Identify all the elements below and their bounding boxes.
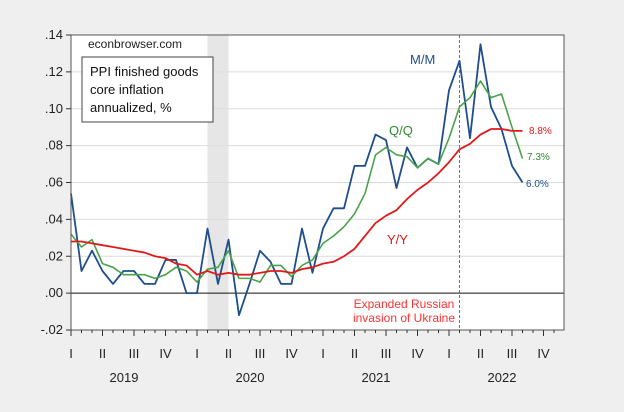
y-tick-label: .00 xyxy=(45,285,63,300)
x-year-label: 2022 xyxy=(488,370,517,385)
y-tick-label: .06 xyxy=(45,175,63,190)
x-tick-label: I xyxy=(69,346,73,361)
x-tick-label: IV xyxy=(159,346,172,361)
y-tick-label: .04 xyxy=(45,211,63,226)
y-tick-label: .02 xyxy=(45,248,63,263)
series-line-mm xyxy=(70,43,524,317)
x-tick-label: I xyxy=(447,346,451,361)
y-tick-label: -.02 xyxy=(41,322,63,337)
x-tick-label: II xyxy=(477,346,484,361)
series-line-yy xyxy=(71,128,523,276)
x-tick-label: II xyxy=(225,346,232,361)
event-label-1: Expanded Russian xyxy=(354,297,455,311)
x-tick-label: I xyxy=(195,346,199,361)
event-label-2: invasion of Ukraine xyxy=(353,311,455,325)
x-tick-label: I xyxy=(321,346,325,361)
end-label-yy: 8.8% xyxy=(529,126,552,137)
x-year-label: 2021 xyxy=(362,370,391,385)
end-label-qq: 7.3% xyxy=(527,152,550,163)
title-line-2: core inflation xyxy=(90,82,164,97)
x-tick-label: IV xyxy=(411,346,424,361)
series-label-qq: Q/Q xyxy=(389,123,413,138)
x-tick-label: III xyxy=(507,346,518,361)
y-tick-label: .12 xyxy=(45,64,63,79)
x-tick-label: II xyxy=(99,346,106,361)
x-year-label: 2019 xyxy=(110,370,139,385)
title-line-1: PPI finished goods xyxy=(90,64,199,79)
x-tick-label: IV xyxy=(285,346,298,361)
title-line-3: annualized, % xyxy=(90,100,172,115)
title-box xyxy=(81,56,214,123)
x-tick-label: III xyxy=(381,346,392,361)
watermark: econbrowser.com xyxy=(88,37,182,51)
series-label-yy: Y/Y xyxy=(387,232,408,247)
x-tick-label: IV xyxy=(537,346,550,361)
series-label-mm: M/M xyxy=(410,52,435,67)
x-tick-label: III xyxy=(129,346,140,361)
y-tick-label: .10 xyxy=(45,101,63,116)
y-tick-label: .08 xyxy=(45,138,63,153)
x-tick-label: III xyxy=(255,346,266,361)
end-label-mm: 6.0% xyxy=(526,179,549,190)
x-year-label: 2020 xyxy=(236,370,265,385)
x-tick-label: II xyxy=(351,346,358,361)
y-tick-label: .14 xyxy=(45,27,63,42)
